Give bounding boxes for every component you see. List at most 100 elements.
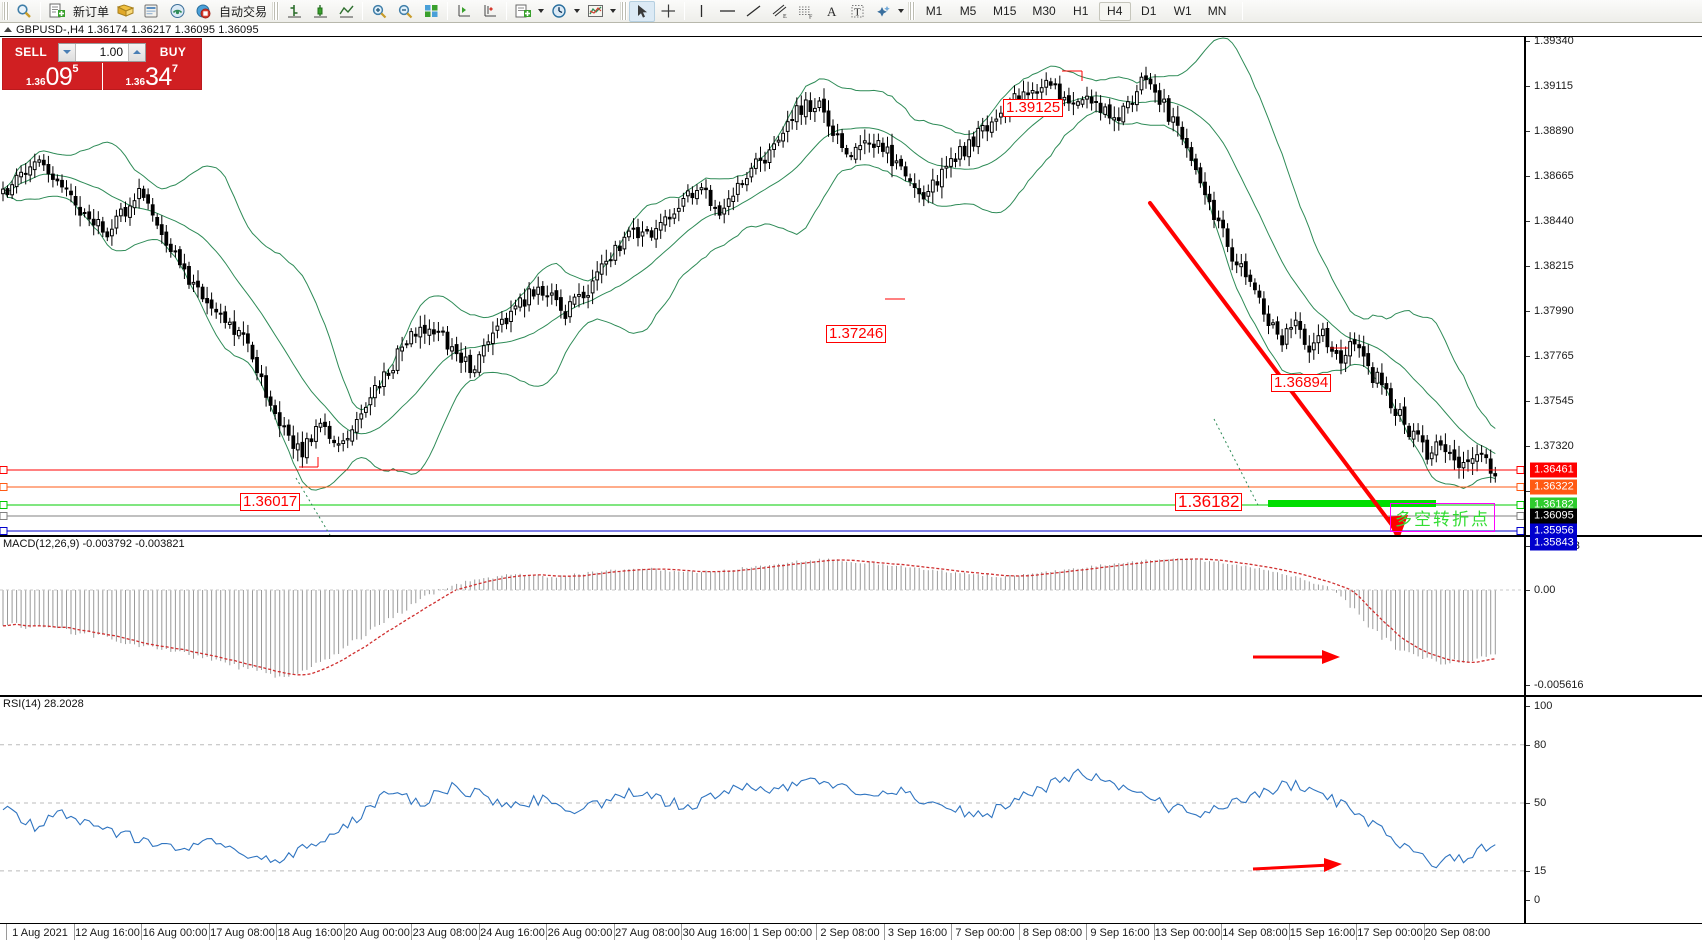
new-order-label[interactable]: 新订单	[73, 4, 110, 19]
sell-button[interactable]: SELL	[14, 45, 48, 59]
text-label-icon[interactable]: T	[844, 1, 870, 22]
trendline-icon[interactable]	[740, 1, 766, 22]
price-plot-area[interactable]: 1.39125 1.37246 1.36894 1.36182 1.36017 …	[0, 37, 1526, 535]
price-pane[interactable]: 1.39125 1.37246 1.36894 1.36182 1.36017 …	[0, 35, 1702, 551]
templates-icon[interactable]	[510, 1, 536, 22]
volume-decrease-button[interactable]	[59, 43, 76, 61]
macd-plot-area[interactable]	[0, 537, 1526, 695]
svg-text:A: A	[827, 4, 837, 19]
price-axis-label: 1.38665	[1534, 170, 1574, 182]
time-axis-label: 1 Sep 00:00	[752, 927, 813, 939]
toolbar-grip-3[interactable]	[620, 2, 628, 20]
time-axis-separator	[951, 924, 953, 940]
timeframe-d1[interactable]: D1	[1141, 4, 1157, 18]
time-axis-label: 23 Aug 08:00	[412, 927, 478, 939]
indicators-icon[interactable]	[477, 1, 503, 22]
annot-cn-turning-point[interactable]: 多空转折点	[1390, 503, 1495, 532]
signals-icon[interactable]	[164, 1, 190, 22]
timeframe-h4[interactable]: H4	[1098, 1, 1131, 21]
toolbar-grip[interactable]	[2, 2, 9, 20]
price-level-chip[interactable]: 1.36461	[1530, 462, 1577, 478]
time-axis-label: 18 Aug 16:00	[277, 927, 343, 939]
vline-icon[interactable]	[688, 1, 714, 22]
annot-high-1-39125[interactable]: 1.39125	[1003, 99, 1064, 117]
volume-stepper[interactable]: 1.00	[58, 42, 146, 62]
annot-1-36182[interactable]: 1.36182	[1175, 493, 1243, 511]
buy-button[interactable]: BUY	[159, 45, 187, 59]
macd-axis-tick	[1526, 590, 1530, 591]
price-axis-tick	[1526, 401, 1530, 402]
time-axis-label: 15 Sep 16:00	[1289, 927, 1356, 939]
timeframe-w1[interactable]: W1	[1173, 4, 1192, 18]
data-window-icon[interactable]	[451, 1, 477, 22]
macd-axis-label: 0.00	[1534, 584, 1556, 596]
buy-price-display[interactable]: 1.36 34 7	[101, 63, 202, 90]
price-level-chip[interactable]: 1.36095	[1530, 508, 1577, 524]
timeframe-m30[interactable]: M30	[1032, 4, 1056, 18]
folder-icon[interactable]	[112, 1, 138, 22]
time-axis-separator	[208, 924, 210, 940]
volume-value[interactable]: 1.00	[99, 45, 123, 59]
objects-dropdown-arrow[interactable]	[896, 1, 906, 22]
time-axis-separator	[73, 924, 75, 940]
time-axis-separator	[141, 924, 143, 940]
bar-chart-icon[interactable]	[281, 1, 307, 22]
time-axis-separator	[681, 924, 683, 940]
price-axis-label: 1.37765	[1534, 350, 1574, 362]
time-axis-separator	[546, 924, 548, 940]
candlestick-chart-icon[interactable]	[307, 1, 333, 22]
macd-pane[interactable]: MACD(12,26,9) -0.003792 -0.003821 0.0032…	[0, 537, 1702, 697]
sell-price-display[interactable]: 1.36 09 5	[3, 63, 102, 90]
time-axis[interactable]: 1 Aug 2021 12 Aug 16:00 16 Aug 00:00 17 Aug…	[0, 923, 1702, 940]
price-level-chip[interactable]: 1.35843	[1530, 535, 1577, 551]
time-axis-separator	[343, 924, 345, 940]
macd-axis[interactable]: 0.0032430.00-0.005616	[1526, 537, 1702, 695]
time-axis-label: 8 Sep 08:00	[1022, 927, 1083, 939]
price-level-chip[interactable]: 1.36322	[1530, 479, 1577, 495]
timeframe-m1[interactable]: M1	[925, 4, 943, 18]
objects-icon[interactable]	[870, 1, 896, 22]
price-axis[interactable]: 1.39340 1.39115 1.38890 1.38665 1.38440 1.382…	[1526, 35, 1702, 551]
volume-increase-button[interactable]	[128, 43, 145, 61]
timeframe-h1[interactable]: H1	[1073, 4, 1089, 18]
search-icon[interactable]	[11, 1, 37, 22]
charts-icon[interactable]	[582, 1, 608, 22]
timeframe-mn[interactable]: MN	[1207, 4, 1227, 18]
toolbar-grip-2[interactable]	[272, 2, 280, 20]
fibonacci-icon[interactable]: F	[792, 1, 818, 22]
annot-mid-1-37246[interactable]: 1.37246	[826, 325, 887, 343]
price-chart-svg	[0, 37, 1524, 535]
hline-icon[interactable]	[714, 1, 740, 22]
one-click-trading-panel[interactable]: SELL 1.00 BUY 1.36 09 5 1.36 34 7	[2, 38, 202, 90]
zoom-out-icon[interactable]	[392, 1, 418, 22]
timeframe-m15[interactable]: M15	[993, 4, 1017, 18]
time-axis-separator	[748, 924, 750, 940]
text-icon[interactable]: A	[818, 1, 844, 22]
new-order-icon[interactable]	[44, 1, 70, 22]
terminal-icon[interactable]	[138, 1, 164, 22]
annot-1-36894[interactable]: 1.36894	[1271, 374, 1332, 392]
annot-1-36017[interactable]: 1.36017	[240, 493, 301, 511]
toolbar-grip-4[interactable]	[908, 2, 916, 20]
tile-windows-icon[interactable]	[418, 1, 444, 22]
periodicity-icon[interactable]	[546, 1, 572, 22]
collapse-triangle-icon[interactable]	[4, 27, 12, 32]
rsi-plot-area[interactable]	[0, 697, 1526, 923]
autotrading-label[interactable]: 自动交易	[219, 4, 268, 19]
crosshair-icon[interactable]	[655, 1, 681, 22]
templates-dropdown-arrow[interactable]	[536, 1, 546, 22]
timeframe-m5[interactable]: M5	[959, 4, 977, 18]
equidistant-channel-icon[interactable]: E	[766, 1, 792, 22]
rsi-axis-tick	[1526, 706, 1530, 707]
line-chart-icon[interactable]	[333, 1, 359, 22]
autotrading-icon[interactable]	[190, 1, 216, 22]
periodicity-dropdown-arrow[interactable]	[572, 1, 582, 22]
charts-dropdown-arrow[interactable]	[608, 1, 618, 22]
zoom-in-icon[interactable]	[366, 1, 392, 22]
price-level-chip[interactable]: 1.35956	[1530, 523, 1577, 539]
rsi-pane[interactable]: RSI(14) 28.2028 100 80 50 15 0	[0, 697, 1702, 923]
time-axis-separator	[613, 924, 615, 940]
rsi-axis[interactable]: 100 80 50 15 0	[1526, 697, 1702, 923]
cursor-icon[interactable]	[629, 0, 656, 22]
time-axis-label: 24 Aug 16:00	[480, 927, 545, 939]
